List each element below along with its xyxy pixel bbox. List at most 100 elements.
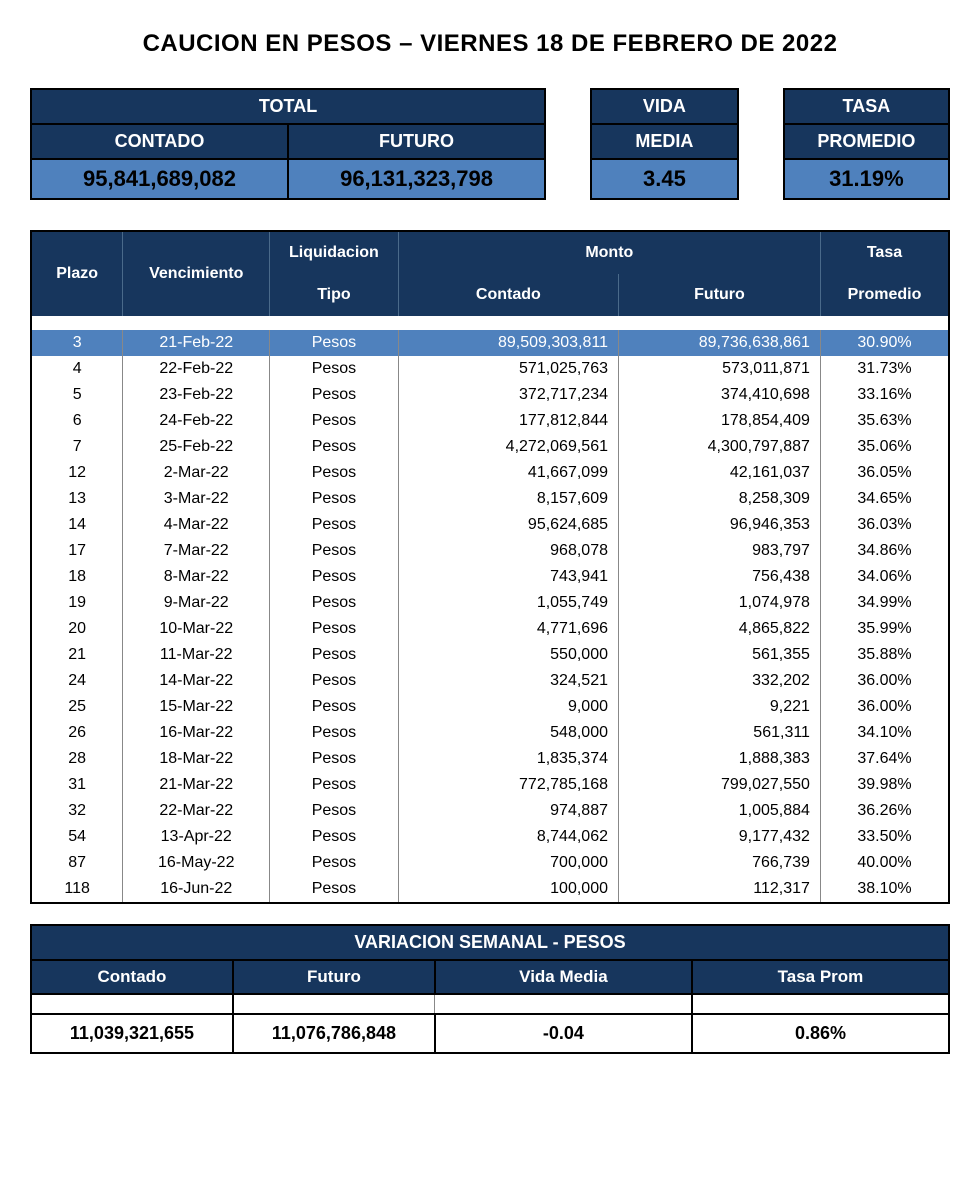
table-row: 2414-Mar-22Pesos324,521332,20236.00% [31,668,949,694]
cell-futuro: 561,311 [619,720,821,746]
summary-contado-value: 95,841,689,082 [31,159,288,199]
cell-futuro: 561,355 [619,642,821,668]
cell-tasa: 34.99% [820,590,949,616]
table-row: 523-Feb-22Pesos372,717,234374,410,69833.… [31,382,949,408]
cell-plazo: 18 [31,564,123,590]
col-contado-header: Contado [398,274,618,316]
cell-tipo: Pesos [270,434,399,460]
table-row: 188-Mar-22Pesos743,941756,43834.06% [31,564,949,590]
cell-tasa: 36.05% [820,460,949,486]
cell-contado: 548,000 [398,720,618,746]
cell-tipo: Pesos [270,330,399,356]
variation-table: VARIACION SEMANAL - PESOS Contado Futuro… [30,924,950,1054]
cell-tipo: Pesos [270,564,399,590]
cell-vencimiento: 7-Mar-22 [123,538,270,564]
cell-contado: 177,812,844 [398,408,618,434]
cell-plazo: 26 [31,720,123,746]
summary-vida-media-value: 3.45 [591,159,738,199]
cell-contado: 550,000 [398,642,618,668]
cell-contado: 95,624,685 [398,512,618,538]
cell-vencimiento: 15-Mar-22 [123,694,270,720]
cell-futuro: 96,946,353 [619,512,821,538]
cell-contado: 4,771,696 [398,616,618,642]
cell-tasa: 37.64% [820,746,949,772]
cell-vencimiento: 16-Jun-22 [123,876,270,903]
cell-futuro: 766,739 [619,850,821,876]
cell-vencimiento: 9-Mar-22 [123,590,270,616]
var-futuro-header: Futuro [233,960,435,994]
table-row: 3222-Mar-22Pesos974,8871,005,88436.26% [31,798,949,824]
summary-contado-label: CONTADO [31,124,288,159]
col-vencimiento-header: Vencimiento [123,231,270,316]
cell-futuro: 332,202 [619,668,821,694]
table-row: 144-Mar-22Pesos95,624,68596,946,35336.03… [31,512,949,538]
cell-vencimiento: 13-Apr-22 [123,824,270,850]
var-tasa-prom-value: 0.86% [692,1014,949,1053]
table-row: 2818-Mar-22Pesos1,835,3741,888,38337.64% [31,746,949,772]
cell-contado: 100,000 [398,876,618,903]
cell-futuro: 8,258,309 [619,486,821,512]
cell-plazo: 118 [31,876,123,903]
cell-futuro: 756,438 [619,564,821,590]
gap [738,159,784,199]
cell-tipo: Pesos [270,772,399,798]
cell-vencimiento: 24-Feb-22 [123,408,270,434]
cell-futuro: 112,317 [619,876,821,903]
cell-vencimiento: 21-Mar-22 [123,772,270,798]
table-row: 133-Mar-22Pesos8,157,6098,258,30934.65% [31,486,949,512]
cell-plazo: 28 [31,746,123,772]
cell-tipo: Pesos [270,694,399,720]
cell-vencimiento: 4-Mar-22 [123,512,270,538]
cell-tasa: 35.63% [820,408,949,434]
cell-futuro: 799,027,550 [619,772,821,798]
cell-tipo: Pesos [270,408,399,434]
summary-futuro-label: FUTURO [288,124,545,159]
cell-vencimiento: 18-Mar-22 [123,746,270,772]
table-row: 624-Feb-22Pesos177,812,844178,854,40935.… [31,408,949,434]
cell-tasa: 34.86% [820,538,949,564]
cell-plazo: 7 [31,434,123,460]
cell-plazo: 24 [31,668,123,694]
var-vida-media-value: -0.04 [435,1014,692,1053]
cell-futuro: 4,865,822 [619,616,821,642]
cell-plazo: 87 [31,850,123,876]
cell-contado: 1,055,749 [398,590,618,616]
cell-contado: 571,025,763 [398,356,618,382]
var-tasa-prom-header: Tasa Prom [692,960,949,994]
cell-tipo: Pesos [270,642,399,668]
cell-tipo: Pesos [270,486,399,512]
cell-vencimiento: 22-Mar-22 [123,798,270,824]
gap [738,89,784,124]
cell-futuro: 1,005,884 [619,798,821,824]
cell-tipo: Pesos [270,746,399,772]
cell-tasa: 36.00% [820,694,949,720]
cell-contado: 9,000 [398,694,618,720]
cell-tasa: 38.10% [820,876,949,903]
cell-vencimiento: 8-Mar-22 [123,564,270,590]
cell-plazo: 3 [31,330,123,356]
summary-table: TOTAL VIDA TASA CONTADO FUTURO MEDIA PRO… [30,88,950,200]
cell-tipo: Pesos [270,538,399,564]
cell-futuro: 1,888,383 [619,746,821,772]
var-futuro-value: 11,076,786,848 [233,1014,435,1053]
cell-tipo: Pesos [270,512,399,538]
var-spacer [31,994,949,1014]
cell-vencimiento: 23-Feb-22 [123,382,270,408]
gap [545,124,591,159]
cell-contado: 4,272,069,561 [398,434,618,460]
cell-vencimiento: 11-Mar-22 [123,642,270,668]
cell-tasa: 31.73% [820,356,949,382]
cell-futuro: 178,854,409 [619,408,821,434]
cell-futuro: 9,177,432 [619,824,821,850]
cell-tipo: Pesos [270,356,399,382]
cell-contado: 1,835,374 [398,746,618,772]
table-row: 321-Feb-22Pesos89,509,303,81189,736,638,… [31,330,949,356]
col-plazo-header: Plazo [31,231,123,316]
cell-tasa: 40.00% [820,850,949,876]
gap [738,124,784,159]
cell-tasa: 33.16% [820,382,949,408]
col-promedio-header: Promedio [820,274,949,316]
variation-title: VARIACION SEMANAL - PESOS [31,925,949,960]
cell-tipo: Pesos [270,382,399,408]
cell-plazo: 54 [31,824,123,850]
